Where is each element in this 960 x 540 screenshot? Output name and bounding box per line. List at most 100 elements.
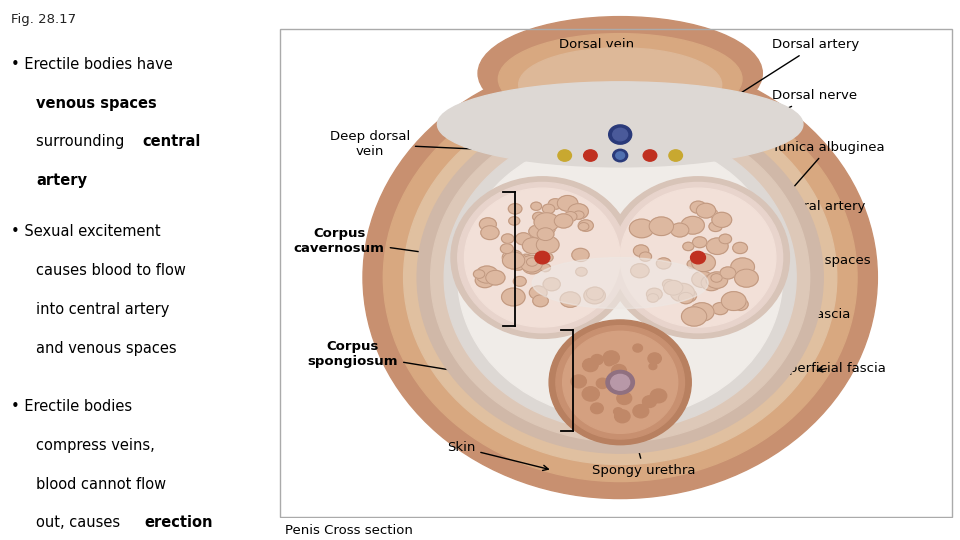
Ellipse shape	[554, 214, 573, 228]
Text: Fig. 28.17: Fig. 28.17	[12, 14, 76, 26]
Text: Central artery: Central artery	[702, 200, 866, 251]
Ellipse shape	[690, 201, 707, 213]
Ellipse shape	[532, 258, 708, 309]
Ellipse shape	[572, 248, 589, 261]
Text: surrounding: surrounding	[36, 134, 130, 150]
Ellipse shape	[734, 269, 758, 287]
Text: Corpus
spongiosum: Corpus spongiosum	[307, 340, 521, 383]
Ellipse shape	[591, 355, 603, 365]
Ellipse shape	[633, 344, 642, 352]
Ellipse shape	[679, 288, 697, 302]
Ellipse shape	[662, 280, 675, 289]
Ellipse shape	[514, 276, 526, 286]
Ellipse shape	[531, 202, 541, 211]
Text: causes blood to flow: causes blood to flow	[36, 263, 186, 278]
Ellipse shape	[642, 396, 657, 408]
Ellipse shape	[612, 129, 628, 141]
Text: • Erectile bodies: • Erectile bodies	[12, 399, 132, 414]
Text: Superficial fascia: Superficial fascia	[773, 362, 886, 375]
Ellipse shape	[691, 254, 715, 272]
Ellipse shape	[458, 183, 627, 333]
Ellipse shape	[707, 209, 717, 217]
Ellipse shape	[613, 408, 623, 415]
Ellipse shape	[696, 203, 715, 218]
Text: Dorsal nerve: Dorsal nerve	[680, 90, 857, 156]
Ellipse shape	[587, 287, 604, 300]
Ellipse shape	[543, 278, 561, 291]
Ellipse shape	[549, 320, 691, 445]
Ellipse shape	[611, 374, 630, 390]
Ellipse shape	[475, 273, 494, 288]
Ellipse shape	[605, 359, 613, 366]
Text: Skin: Skin	[447, 441, 548, 470]
Ellipse shape	[681, 217, 705, 234]
Text: and venous spaces: and venous spaces	[36, 341, 177, 355]
Ellipse shape	[647, 294, 659, 302]
Ellipse shape	[573, 211, 584, 219]
Ellipse shape	[607, 177, 789, 339]
Ellipse shape	[596, 378, 609, 388]
Ellipse shape	[701, 275, 722, 291]
Ellipse shape	[620, 188, 776, 327]
Ellipse shape	[516, 233, 532, 245]
Ellipse shape	[663, 280, 683, 295]
Ellipse shape	[541, 253, 553, 262]
Ellipse shape	[612, 149, 628, 162]
Ellipse shape	[650, 389, 666, 403]
Ellipse shape	[606, 370, 635, 394]
Text: Corpus
cavernosum: Corpus cavernosum	[294, 227, 457, 259]
Ellipse shape	[508, 204, 522, 214]
Ellipse shape	[418, 102, 824, 453]
Ellipse shape	[649, 363, 657, 369]
Text: central: central	[142, 134, 201, 150]
Ellipse shape	[458, 136, 782, 419]
Ellipse shape	[582, 387, 599, 401]
Ellipse shape	[465, 188, 620, 327]
Ellipse shape	[687, 260, 699, 269]
Ellipse shape	[529, 286, 547, 300]
Ellipse shape	[720, 267, 735, 279]
Ellipse shape	[537, 236, 559, 253]
Ellipse shape	[522, 238, 543, 254]
Ellipse shape	[520, 255, 542, 272]
Ellipse shape	[540, 264, 550, 272]
Ellipse shape	[444, 124, 796, 430]
Ellipse shape	[707, 238, 728, 254]
Ellipse shape	[403, 90, 837, 464]
Text: blood cannot flow: blood cannot flow	[36, 477, 166, 491]
Ellipse shape	[613, 183, 782, 333]
Ellipse shape	[692, 237, 707, 248]
Ellipse shape	[476, 266, 498, 283]
Ellipse shape	[712, 302, 728, 315]
Ellipse shape	[682, 307, 707, 326]
Ellipse shape	[584, 287, 606, 304]
Text: artery: artery	[36, 173, 87, 188]
Ellipse shape	[615, 152, 625, 159]
Ellipse shape	[363, 56, 877, 498]
Ellipse shape	[568, 204, 588, 219]
Ellipse shape	[631, 264, 649, 278]
Ellipse shape	[576, 267, 588, 276]
Ellipse shape	[643, 150, 657, 161]
Ellipse shape	[633, 404, 649, 418]
Ellipse shape	[657, 258, 671, 269]
Ellipse shape	[612, 364, 626, 377]
Ellipse shape	[732, 242, 748, 254]
Ellipse shape	[603, 351, 619, 364]
Ellipse shape	[584, 150, 597, 161]
Ellipse shape	[690, 251, 706, 264]
Ellipse shape	[710, 274, 722, 282]
Ellipse shape	[501, 288, 525, 306]
Ellipse shape	[706, 272, 728, 288]
Ellipse shape	[614, 410, 630, 423]
Ellipse shape	[689, 303, 714, 321]
Ellipse shape	[578, 222, 588, 231]
Ellipse shape	[679, 292, 693, 303]
Ellipse shape	[659, 219, 671, 228]
Text: Deep fascia: Deep fascia	[773, 308, 851, 321]
Ellipse shape	[731, 258, 755, 276]
Text: Deep dorsal
vein: Deep dorsal vein	[329, 130, 586, 158]
Ellipse shape	[708, 221, 722, 232]
Ellipse shape	[692, 271, 713, 287]
Ellipse shape	[522, 259, 542, 274]
